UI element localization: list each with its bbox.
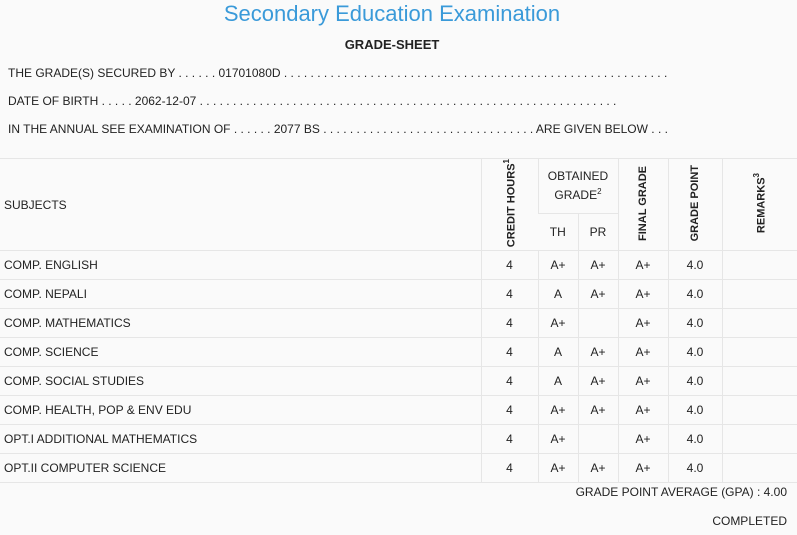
- th-grade-cell: A: [537, 366, 578, 396]
- table-row: COMP. MATHEMATICS 4 A+ A+ 4.0: [0, 308, 797, 338]
- remarks-cell: [721, 453, 797, 483]
- th-grade-cell: A+: [537, 424, 578, 454]
- credit-cell: 4: [480, 308, 538, 338]
- subject-cell: OPT.II COMPUTER SCIENCE: [0, 453, 481, 483]
- grade-sheet-heading: GRADE-SHEET: [344, 37, 440, 52]
- final-grade-cell: A+: [617, 366, 668, 396]
- subject-cell: COMP. SCIENCE: [0, 337, 481, 367]
- subject-cell: COMP. MATHEMATICS: [0, 308, 481, 338]
- pr-header: PR: [577, 212, 618, 251]
- grade-point-cell: 4.0: [667, 366, 722, 396]
- credit-cell: 4: [480, 337, 538, 367]
- status-label: COMPLETED: [712, 514, 787, 528]
- credit-cell: 4: [480, 395, 538, 425]
- subject-cell: COMP. NEPALI: [0, 279, 481, 309]
- credit-cell: 4: [480, 424, 538, 454]
- gpa-summary: GRADE POINT AVERAGE (GPA) : 4.00: [575, 485, 787, 499]
- pr-grade-cell: A+: [577, 250, 618, 280]
- grade-point-cell: 4.0: [667, 424, 722, 454]
- grade-point-cell: 4.0: [667, 395, 722, 425]
- date-of-birth-line: DATE OF BIRTH . . . . . 2062-12-07 . . .…: [8, 94, 617, 108]
- pr-grade-cell: A+: [577, 366, 618, 396]
- grade-table: SUBJECTS CREDIT HOURS1 OBTAINED GRADE2 F…: [0, 157, 797, 488]
- th-grade-cell: A+: [537, 250, 578, 280]
- final-grade-cell: A+: [617, 453, 668, 483]
- remarks-cell: [721, 279, 797, 309]
- subject-cell: COMP. SOCIAL STUDIES: [0, 366, 481, 396]
- obtained-grade-header: OBTAINED GRADE2: [537, 158, 618, 214]
- pr-grade-cell: A+: [577, 279, 618, 309]
- exam-line: IN THE ANNUAL SEE EXAMINATION OF . . . .…: [8, 122, 668, 136]
- grade-point-cell: 4.0: [667, 279, 722, 309]
- final-grade-cell: A+: [617, 395, 668, 425]
- th-grade-cell: A+: [537, 395, 578, 425]
- remarks-cell: [721, 250, 797, 280]
- remarks-cell: [721, 366, 797, 396]
- th-grade-cell: A+: [537, 453, 578, 483]
- table-row: COMP. SCIENCE 4 A A+ A+ 4.0: [0, 337, 797, 367]
- table-row: OPT.II COMPUTER SCIENCE 4 A+ A+ A+ 4.0: [0, 453, 797, 483]
- remarks-header: REMARKS3: [721, 157, 797, 251]
- final-grade-cell: A+: [617, 250, 668, 280]
- subjects-header: SUBJECTS: [0, 157, 481, 251]
- pr-grade-cell: A+: [577, 453, 618, 483]
- subject-cell: COMP. HEALTH, POP & ENV EDU: [0, 395, 481, 425]
- credit-cell: 4: [480, 366, 538, 396]
- table-row: COMP. HEALTH, POP & ENV EDU 4 A+ A+ A+ 4…: [0, 395, 797, 425]
- credit-hours-header: CREDIT HOURS1: [480, 157, 538, 251]
- remarks-cell: [721, 308, 797, 338]
- th-grade-cell: A+: [537, 308, 578, 338]
- subject-cell: OPT.I ADDITIONAL MATHEMATICS: [0, 424, 481, 454]
- table-row: COMP. SOCIAL STUDIES 4 A A+ A+ 4.0: [0, 366, 797, 396]
- subject-cell: COMP. ENGLISH: [0, 250, 481, 280]
- credit-cell: 4: [480, 453, 538, 483]
- credit-cell: 4: [480, 250, 538, 280]
- final-grade-cell: A+: [617, 424, 668, 454]
- grade-point-header: GRADE POINT: [667, 157, 722, 251]
- grade-point-cell: 4.0: [667, 337, 722, 367]
- pr-grade-cell: A+: [577, 337, 618, 367]
- pr-grade-cell: A+: [577, 395, 618, 425]
- table-row: OPT.I ADDITIONAL MATHEMATICS 4 A+ A+ 4.0: [0, 424, 797, 454]
- credit-cell: 4: [480, 279, 538, 309]
- final-grade-header: FINAL GRADE: [617, 157, 668, 251]
- remarks-cell: [721, 424, 797, 454]
- final-grade-cell: A+: [617, 279, 668, 309]
- pr-grade-cell: [577, 424, 618, 454]
- grade-point-cell: 4.0: [667, 453, 722, 483]
- final-grade-cell: A+: [617, 337, 668, 367]
- remarks-cell: [721, 395, 797, 425]
- table-row: COMP. NEPALI 4 A A+ A+ 4.0: [0, 279, 797, 309]
- final-grade-cell: A+: [617, 308, 668, 338]
- table-row: COMP. ENGLISH 4 A+ A+ A+ 4.0: [0, 250, 797, 280]
- grade-secured-line: THE GRADE(S) SECURED BY . . . . . . 0170…: [8, 66, 668, 80]
- th-grade-cell: A: [537, 279, 578, 309]
- remarks-cell: [721, 337, 797, 367]
- grade-point-cell: 4.0: [667, 308, 722, 338]
- grade-point-cell: 4.0: [667, 250, 722, 280]
- pr-grade-cell: [577, 308, 618, 338]
- page-title: Secondary Education Examination: [223, 1, 561, 26]
- th-header: TH: [538, 212, 578, 251]
- th-grade-cell: A: [537, 337, 578, 367]
